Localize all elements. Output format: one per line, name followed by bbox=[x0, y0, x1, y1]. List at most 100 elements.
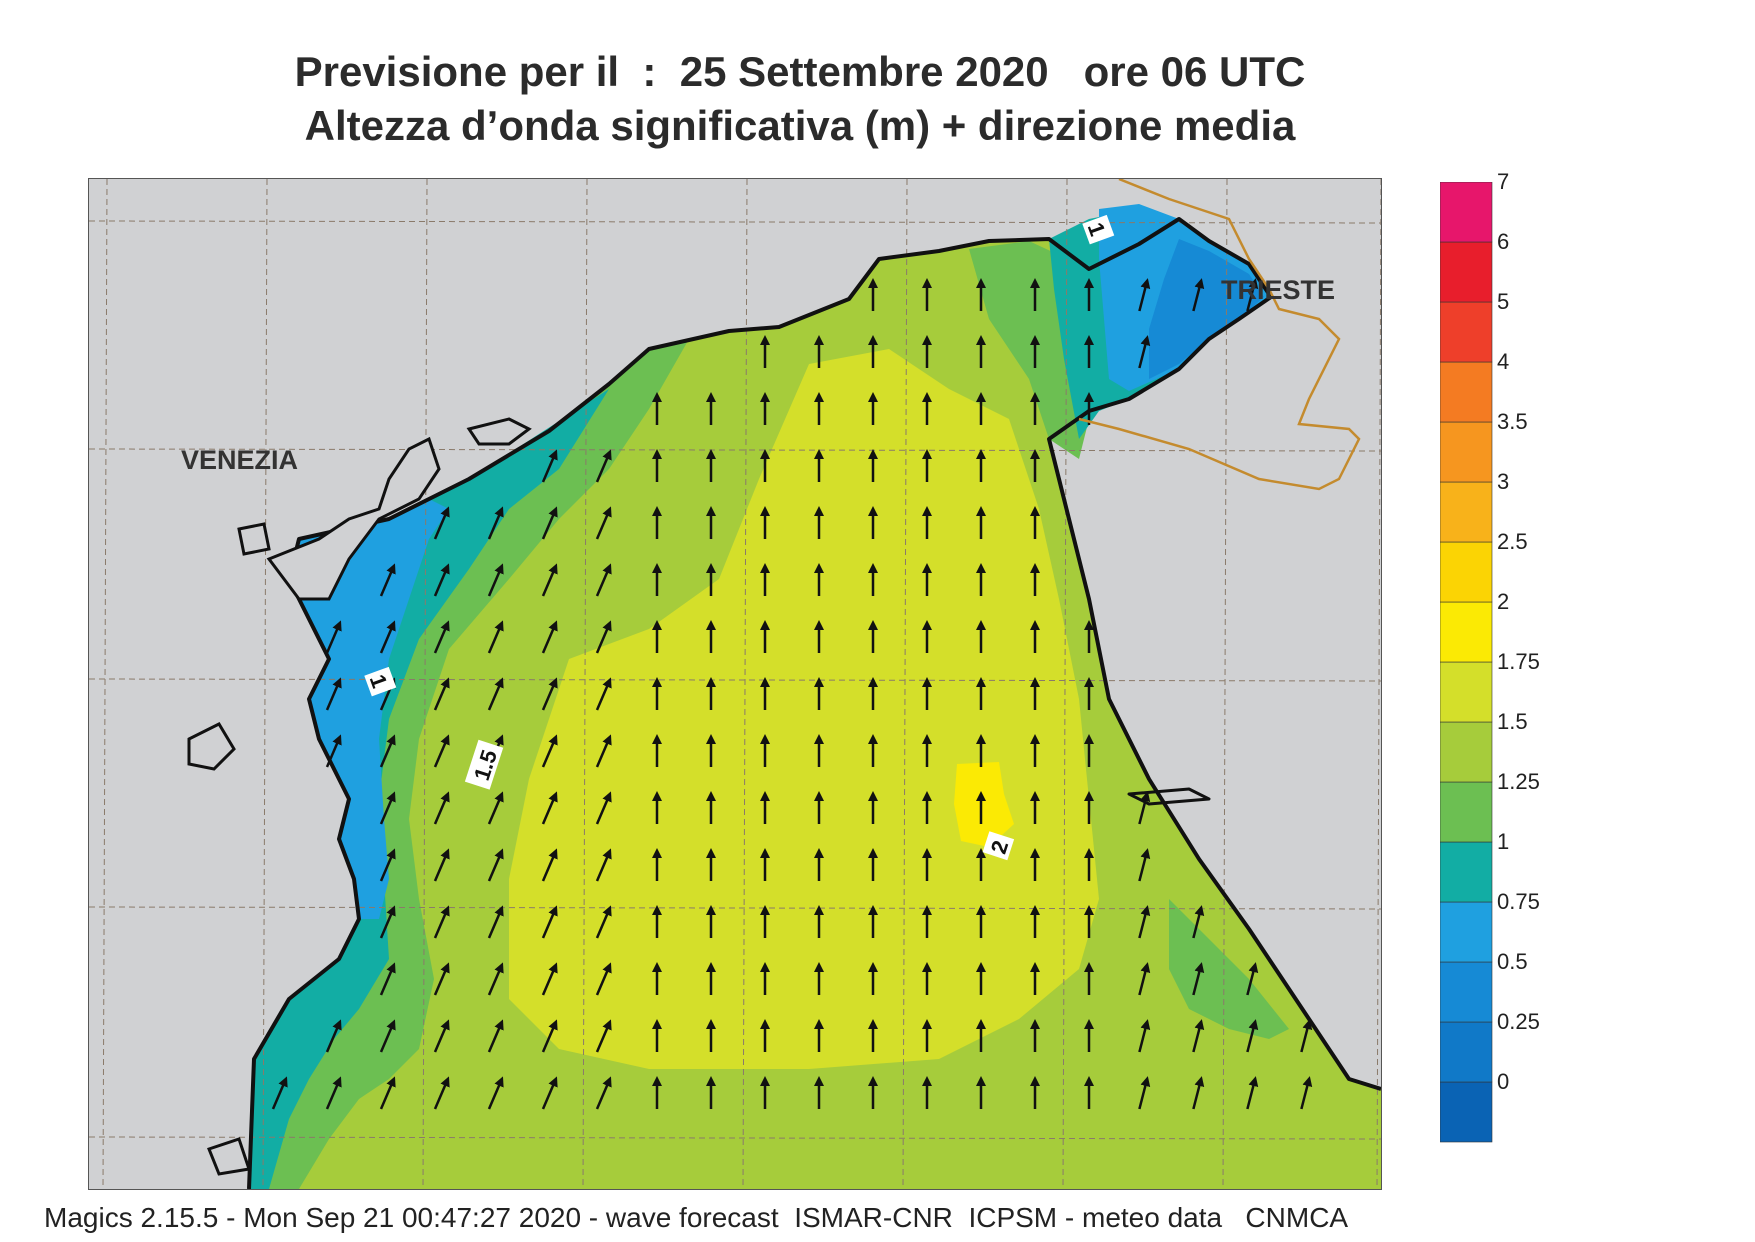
wave-arrow bbox=[487, 791, 504, 825]
wave-arrow bbox=[1138, 905, 1151, 939]
wave-arrow bbox=[1138, 962, 1151, 996]
legend-swatch bbox=[1440, 541, 1493, 603]
wave-arrow bbox=[595, 1076, 612, 1110]
grid-meridian bbox=[582, 179, 588, 1189]
wave-height-map: 1 1 1.5 2 VENEZIA TRIESTE bbox=[89, 179, 1381, 1189]
wave-arrow bbox=[487, 506, 504, 540]
wave-arrow bbox=[541, 791, 558, 825]
legend-swatch bbox=[1440, 721, 1493, 783]
wave-arrow bbox=[1138, 278, 1151, 312]
wave-arrow bbox=[541, 1019, 558, 1053]
wave-arrow bbox=[541, 905, 558, 939]
legend-swatch bbox=[1440, 421, 1493, 483]
wave-arrow bbox=[595, 620, 612, 654]
band-1-75 bbox=[509, 349, 1099, 1069]
wave-arrow bbox=[1300, 1076, 1313, 1110]
wave-arrow bbox=[379, 905, 396, 939]
legend-swatch bbox=[1440, 1021, 1493, 1083]
grid-parallel bbox=[89, 906, 1381, 910]
political-border bbox=[1078, 179, 1361, 491]
wave-arrow bbox=[541, 677, 558, 711]
wave-arrow bbox=[1138, 1019, 1151, 1053]
wave-arrow bbox=[1138, 848, 1151, 882]
legend-swatch bbox=[1440, 661, 1493, 723]
legend-tick-label: 3.5 bbox=[1497, 409, 1528, 434]
wave-arrow bbox=[433, 677, 450, 711]
label-venezia: VENEZIA bbox=[181, 445, 298, 475]
wave-arrow bbox=[379, 1076, 396, 1110]
title-line-2: Altezza d’onda significativa (m) + direz… bbox=[304, 102, 1296, 149]
wave-arrow bbox=[433, 1019, 450, 1053]
wave-arrow bbox=[325, 1019, 342, 1053]
wave-arrow bbox=[379, 563, 396, 597]
wave-direction-arrows bbox=[271, 278, 1313, 1110]
wave-arrow bbox=[433, 563, 450, 597]
wave-arrow bbox=[1138, 1076, 1151, 1110]
wave-arrow bbox=[379, 962, 396, 996]
lagoon-islands bbox=[187, 417, 532, 1176]
wave-arrow bbox=[541, 563, 558, 597]
graticule bbox=[89, 179, 1381, 1189]
wave-arrow bbox=[487, 677, 504, 711]
color-legend bbox=[1440, 182, 1493, 1143]
grid-meridian bbox=[1376, 179, 1381, 1189]
grid-meridian bbox=[1222, 179, 1228, 1189]
coastline bbox=[247, 217, 1381, 1189]
wave-arrow bbox=[595, 506, 612, 540]
legend-tick-label: 2.5 bbox=[1497, 529, 1528, 554]
band-0-50-ne bbox=[1149, 239, 1264, 379]
wave-arrow bbox=[433, 791, 450, 825]
wave-arrow bbox=[541, 848, 558, 882]
wave-arrow bbox=[1192, 1019, 1205, 1053]
legend-swatch bbox=[1440, 781, 1493, 843]
grid-parallel bbox=[89, 1136, 1381, 1140]
wave-arrow bbox=[595, 734, 612, 768]
wave-arrow bbox=[541, 962, 558, 996]
grid-meridian bbox=[1062, 179, 1068, 1189]
wave-arrow bbox=[595, 962, 612, 996]
grid-parallel bbox=[89, 220, 1381, 224]
wave-arrow bbox=[325, 677, 342, 711]
wave-arrow bbox=[487, 848, 504, 882]
band-2-00 bbox=[954, 762, 1014, 847]
legend-tick-label: 2 bbox=[1497, 589, 1510, 614]
wave-arrow bbox=[595, 848, 612, 882]
wave-arrow bbox=[433, 1076, 450, 1110]
legend-tick-label: 6 bbox=[1497, 229, 1510, 254]
wave-arrow bbox=[379, 620, 396, 654]
legend-tick-label: 0.25 bbox=[1497, 1009, 1540, 1034]
legend-tick-label: 0 bbox=[1497, 1069, 1510, 1094]
wave-arrow bbox=[595, 449, 612, 483]
legend-tick-label: 0.5 bbox=[1497, 949, 1528, 974]
wave-arrow bbox=[1246, 1076, 1259, 1110]
wave-arrow bbox=[541, 506, 558, 540]
legend-swatch bbox=[1440, 481, 1493, 543]
wave-arrow bbox=[487, 563, 504, 597]
wave-arrow bbox=[325, 620, 342, 654]
wave-arrow bbox=[541, 449, 558, 483]
legend-tick-label: 1 bbox=[1497, 829, 1510, 854]
wave-arrow bbox=[595, 791, 612, 825]
legend-tick-label: 0.75 bbox=[1497, 889, 1540, 914]
wave-arrow bbox=[379, 734, 396, 768]
wave-arrow bbox=[541, 734, 558, 768]
wave-arrow bbox=[1300, 1019, 1313, 1053]
wave-arrow bbox=[487, 1019, 504, 1053]
wave-arrow bbox=[595, 1019, 612, 1053]
legend-swatch bbox=[1440, 301, 1493, 363]
grid-meridian bbox=[422, 179, 428, 1189]
wave-arrow bbox=[541, 620, 558, 654]
legend-tick-label: 5 bbox=[1497, 289, 1510, 314]
wave-arrow bbox=[379, 848, 396, 882]
wave-arrow bbox=[433, 962, 450, 996]
legend-tick-label: 3 bbox=[1497, 469, 1510, 494]
title-line-1: Previsione per il : 25 Settembre 2020 or… bbox=[294, 48, 1306, 95]
grid-parallel bbox=[89, 678, 1381, 682]
wave-arrow bbox=[433, 848, 450, 882]
wave-arrow bbox=[595, 677, 612, 711]
legend-tick-label: 1.25 bbox=[1497, 769, 1540, 794]
map-panel: 1 1 1.5 2 VENEZIA TRIESTE bbox=[88, 178, 1382, 1190]
band-0-75-west bbox=[289, 499, 449, 919]
grid-meridian bbox=[262, 179, 268, 1189]
wave-arrow bbox=[433, 734, 450, 768]
